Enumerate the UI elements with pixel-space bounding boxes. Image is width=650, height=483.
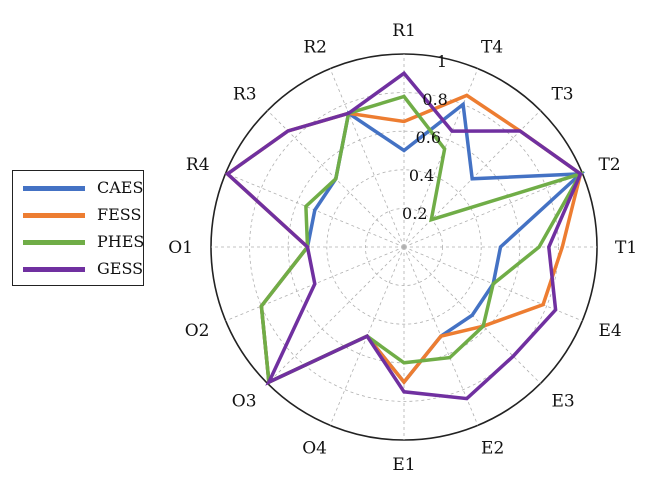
axis-label-e1: E1	[392, 455, 415, 475]
radial-tick-label: 1	[437, 52, 447, 71]
axis-label-o2: O2	[185, 321, 210, 341]
radial-ticks: 0.2 0.4 0.6 0.8 1	[402, 52, 448, 223]
axis-label-o1: O1	[168, 238, 193, 258]
axis-label-o4: O4	[302, 438, 327, 458]
axis-labels: R1 T4 T3 T2 T1 E4 E3 E2 E1 O4 O3 O2 O1 R4 R3 R2	[168, 21, 637, 475]
grid-ring-4	[249, 92, 559, 402]
axis-label-t4: T4	[481, 38, 503, 58]
axis-label-r2: R2	[303, 38, 327, 58]
grid-ring-2	[326, 169, 482, 325]
axis-label-e4: E4	[598, 321, 621, 341]
legend-swatch-fess	[23, 213, 85, 218]
radial-tick-label: 0.6	[416, 128, 441, 147]
legend-item-caes: CAES	[13, 177, 143, 199]
radial-tick-label: 0.2	[402, 204, 427, 223]
radar-series	[224, 70, 586, 401]
axis-label-t1: T1	[615, 238, 637, 258]
legend-swatch-caes	[23, 186, 85, 191]
axis-label-r1: R1	[392, 21, 416, 41]
legend-label-fess: FESS	[97, 205, 142, 224]
spoke-r2	[329, 68, 405, 248]
legend-swatch-phes	[23, 240, 85, 245]
series-phes	[259, 94, 585, 385]
legend-label-phes: PHES	[97, 232, 145, 251]
spoke-o3	[267, 246, 405, 384]
legend: CAES FESS PHES GESS	[12, 170, 144, 286]
spoke-t2	[403, 172, 583, 248]
axis-label-o3: O3	[232, 391, 257, 411]
axis-label-e3: E3	[551, 391, 574, 411]
spoke-t4	[403, 68, 479, 248]
legend-swatch-gess	[23, 267, 85, 272]
axis-label-r3: R3	[233, 85, 257, 105]
radial-tick-label: 0.4	[409, 166, 434, 185]
series-gess	[224, 70, 583, 401]
legend-item-fess: FESS	[13, 204, 143, 226]
axis-label-t2: T2	[598, 155, 620, 175]
legend-label-caes: CAES	[97, 178, 144, 197]
axis-label-e2: E2	[481, 438, 504, 458]
radial-tick-label: 0.8	[422, 90, 447, 109]
legend-item-gess: GESS	[13, 258, 143, 280]
legend-label-gess: GESS	[97, 259, 144, 278]
axis-label-t3: T3	[551, 85, 573, 105]
axis-label-r4: R4	[186, 155, 210, 175]
legend-item-phes: PHES	[13, 231, 145, 253]
